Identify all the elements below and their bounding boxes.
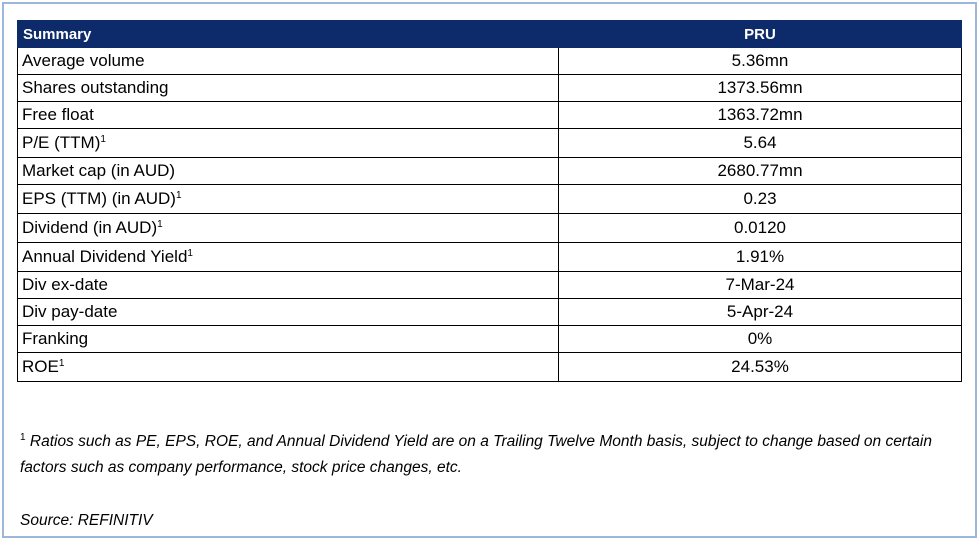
row-value: 1363.72mn bbox=[558, 101, 962, 129]
table-row: Market cap (in AUD) 2680.77mn bbox=[17, 157, 962, 185]
row-value: 0% bbox=[558, 325, 962, 353]
header-summary: Summary bbox=[17, 20, 559, 48]
table-row: ROE1 24.53% bbox=[17, 352, 962, 382]
table-row: EPS (TTM) (in AUD)1 0.23 bbox=[17, 184, 962, 214]
row-value: 2680.77mn bbox=[558, 157, 962, 185]
row-label: ROE1 bbox=[17, 352, 559, 382]
row-label: Div pay-date bbox=[17, 298, 559, 326]
row-label: Free float bbox=[17, 101, 559, 129]
table-row: Div pay-date 5-Apr-24 bbox=[17, 298, 962, 326]
row-value: 1.91% bbox=[558, 242, 962, 272]
row-label: Franking bbox=[17, 325, 559, 353]
table-row: Dividend (in AUD)1 0.0120 bbox=[17, 213, 962, 243]
table-row: P/E (TTM)1 5.64 bbox=[17, 128, 962, 158]
table-row: Franking 0% bbox=[17, 325, 962, 353]
footnote: 1 Ratios such as PE, EPS, ROE, and Annua… bbox=[20, 429, 950, 481]
row-label: Shares outstanding bbox=[17, 74, 559, 102]
row-label: Dividend (in AUD)1 bbox=[17, 213, 559, 243]
row-value: 5.64 bbox=[558, 128, 962, 158]
row-label: Annual Dividend Yield1 bbox=[17, 242, 559, 272]
table-row: Free float 1363.72mn bbox=[17, 101, 962, 129]
source-note: Source: REFINITIV bbox=[20, 512, 153, 529]
row-value: 5-Apr-24 bbox=[558, 298, 962, 326]
row-value: 7-Mar-24 bbox=[558, 271, 962, 299]
row-value: 1373.56mn bbox=[558, 74, 962, 102]
table-row: Div ex-date 7-Mar-24 bbox=[17, 271, 962, 299]
row-value: 0.23 bbox=[558, 184, 962, 214]
row-value: 24.53% bbox=[558, 352, 962, 382]
header-ticker: PRU bbox=[558, 20, 962, 48]
row-label: Average volume bbox=[17, 47, 559, 75]
row-value: 5.36mn bbox=[558, 47, 962, 75]
table-row: Average volume 5.36mn bbox=[17, 47, 962, 75]
row-label: P/E (TTM)1 bbox=[17, 128, 559, 158]
table-row: Shares outstanding 1373.56mn bbox=[17, 74, 962, 102]
table-row: Annual Dividend Yield1 1.91% bbox=[17, 242, 962, 272]
footnote-text: Ratios such as PE, EPS, ROE, and Annual … bbox=[20, 433, 932, 476]
row-label: EPS (TTM) (in AUD)1 bbox=[17, 184, 559, 214]
summary-table: Summary PRU Average volume 5.36mn Shares… bbox=[17, 20, 962, 382]
table-header-row: Summary PRU bbox=[17, 20, 962, 48]
row-label: Market cap (in AUD) bbox=[17, 157, 559, 185]
footnote-marker: 1 bbox=[20, 432, 26, 443]
row-value: 0.0120 bbox=[558, 213, 962, 243]
row-label: Div ex-date bbox=[17, 271, 559, 299]
